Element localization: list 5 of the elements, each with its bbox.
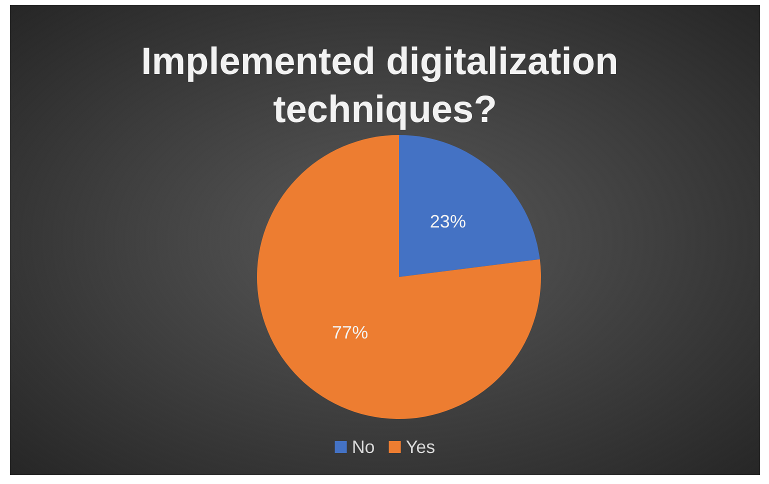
data-label: 23% (430, 211, 466, 232)
chart-title: Implemented digitalization techniques? (141, 41, 629, 131)
legend-label: No (352, 437, 375, 457)
legend-label: Yes (406, 437, 436, 457)
data-label: 77% (332, 322, 368, 343)
